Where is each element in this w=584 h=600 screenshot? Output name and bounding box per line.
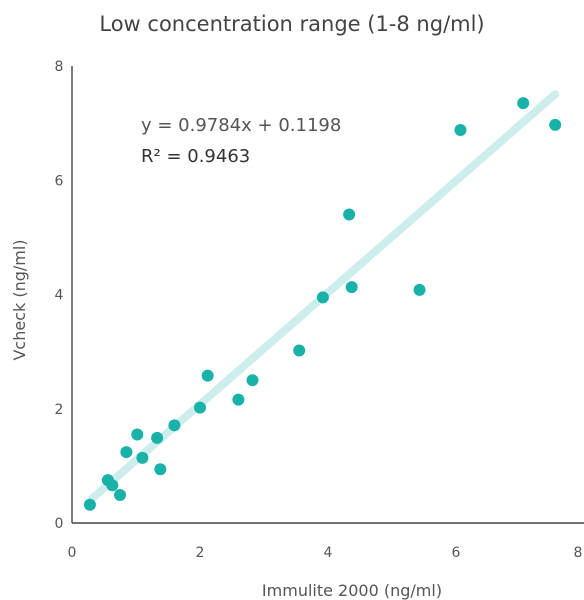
data-point	[136, 451, 149, 464]
x-axis-label: Immulite 2000 (ng/ml)	[262, 581, 442, 600]
data-point	[549, 118, 562, 131]
data-point	[246, 374, 259, 387]
r-squared-label: R² = 0.9463	[141, 146, 250, 167]
y-tick-labels: 0 2 4 6 8	[55, 59, 64, 532]
data-point	[293, 344, 306, 357]
data-point	[131, 428, 144, 441]
data-point	[114, 489, 126, 502]
chart-title: Low concentration range (1-8 ng/ml)	[99, 12, 485, 36]
data-points	[83, 97, 562, 511]
data-point	[154, 463, 167, 476]
data-point	[454, 123, 467, 136]
y-tick-label: 0	[55, 516, 64, 532]
y-tick-label: 2	[55, 402, 64, 418]
trendline-equation: y = 0.9784x + 0.1198	[141, 115, 341, 136]
data-point	[168, 419, 181, 432]
data-point	[316, 291, 329, 304]
data-point	[345, 281, 358, 294]
y-axis-label: Vcheck (ng/ml)	[10, 239, 29, 360]
data-point	[106, 479, 119, 492]
data-point	[343, 208, 356, 221]
data-point	[151, 431, 164, 444]
x-tick-label: 2	[196, 545, 205, 561]
x-tick-label: 4	[324, 545, 333, 561]
x-tick-label: 0	[68, 545, 77, 561]
y-tick-label: 4	[55, 288, 64, 304]
x-tick-label: 8	[574, 545, 583, 561]
y-tick-label: 8	[55, 59, 64, 75]
data-point	[83, 498, 96, 511]
data-point	[232, 393, 245, 406]
data-point	[194, 401, 206, 414]
axes	[71, 66, 584, 524]
x-tick-label: 6	[452, 545, 461, 561]
x-tick-labels: 0 2 4 6 8	[68, 545, 583, 561]
data-point	[120, 446, 133, 459]
data-point	[201, 369, 214, 382]
y-tick-label: 6	[55, 173, 64, 189]
data-point	[413, 283, 426, 296]
data-point	[517, 97, 530, 110]
